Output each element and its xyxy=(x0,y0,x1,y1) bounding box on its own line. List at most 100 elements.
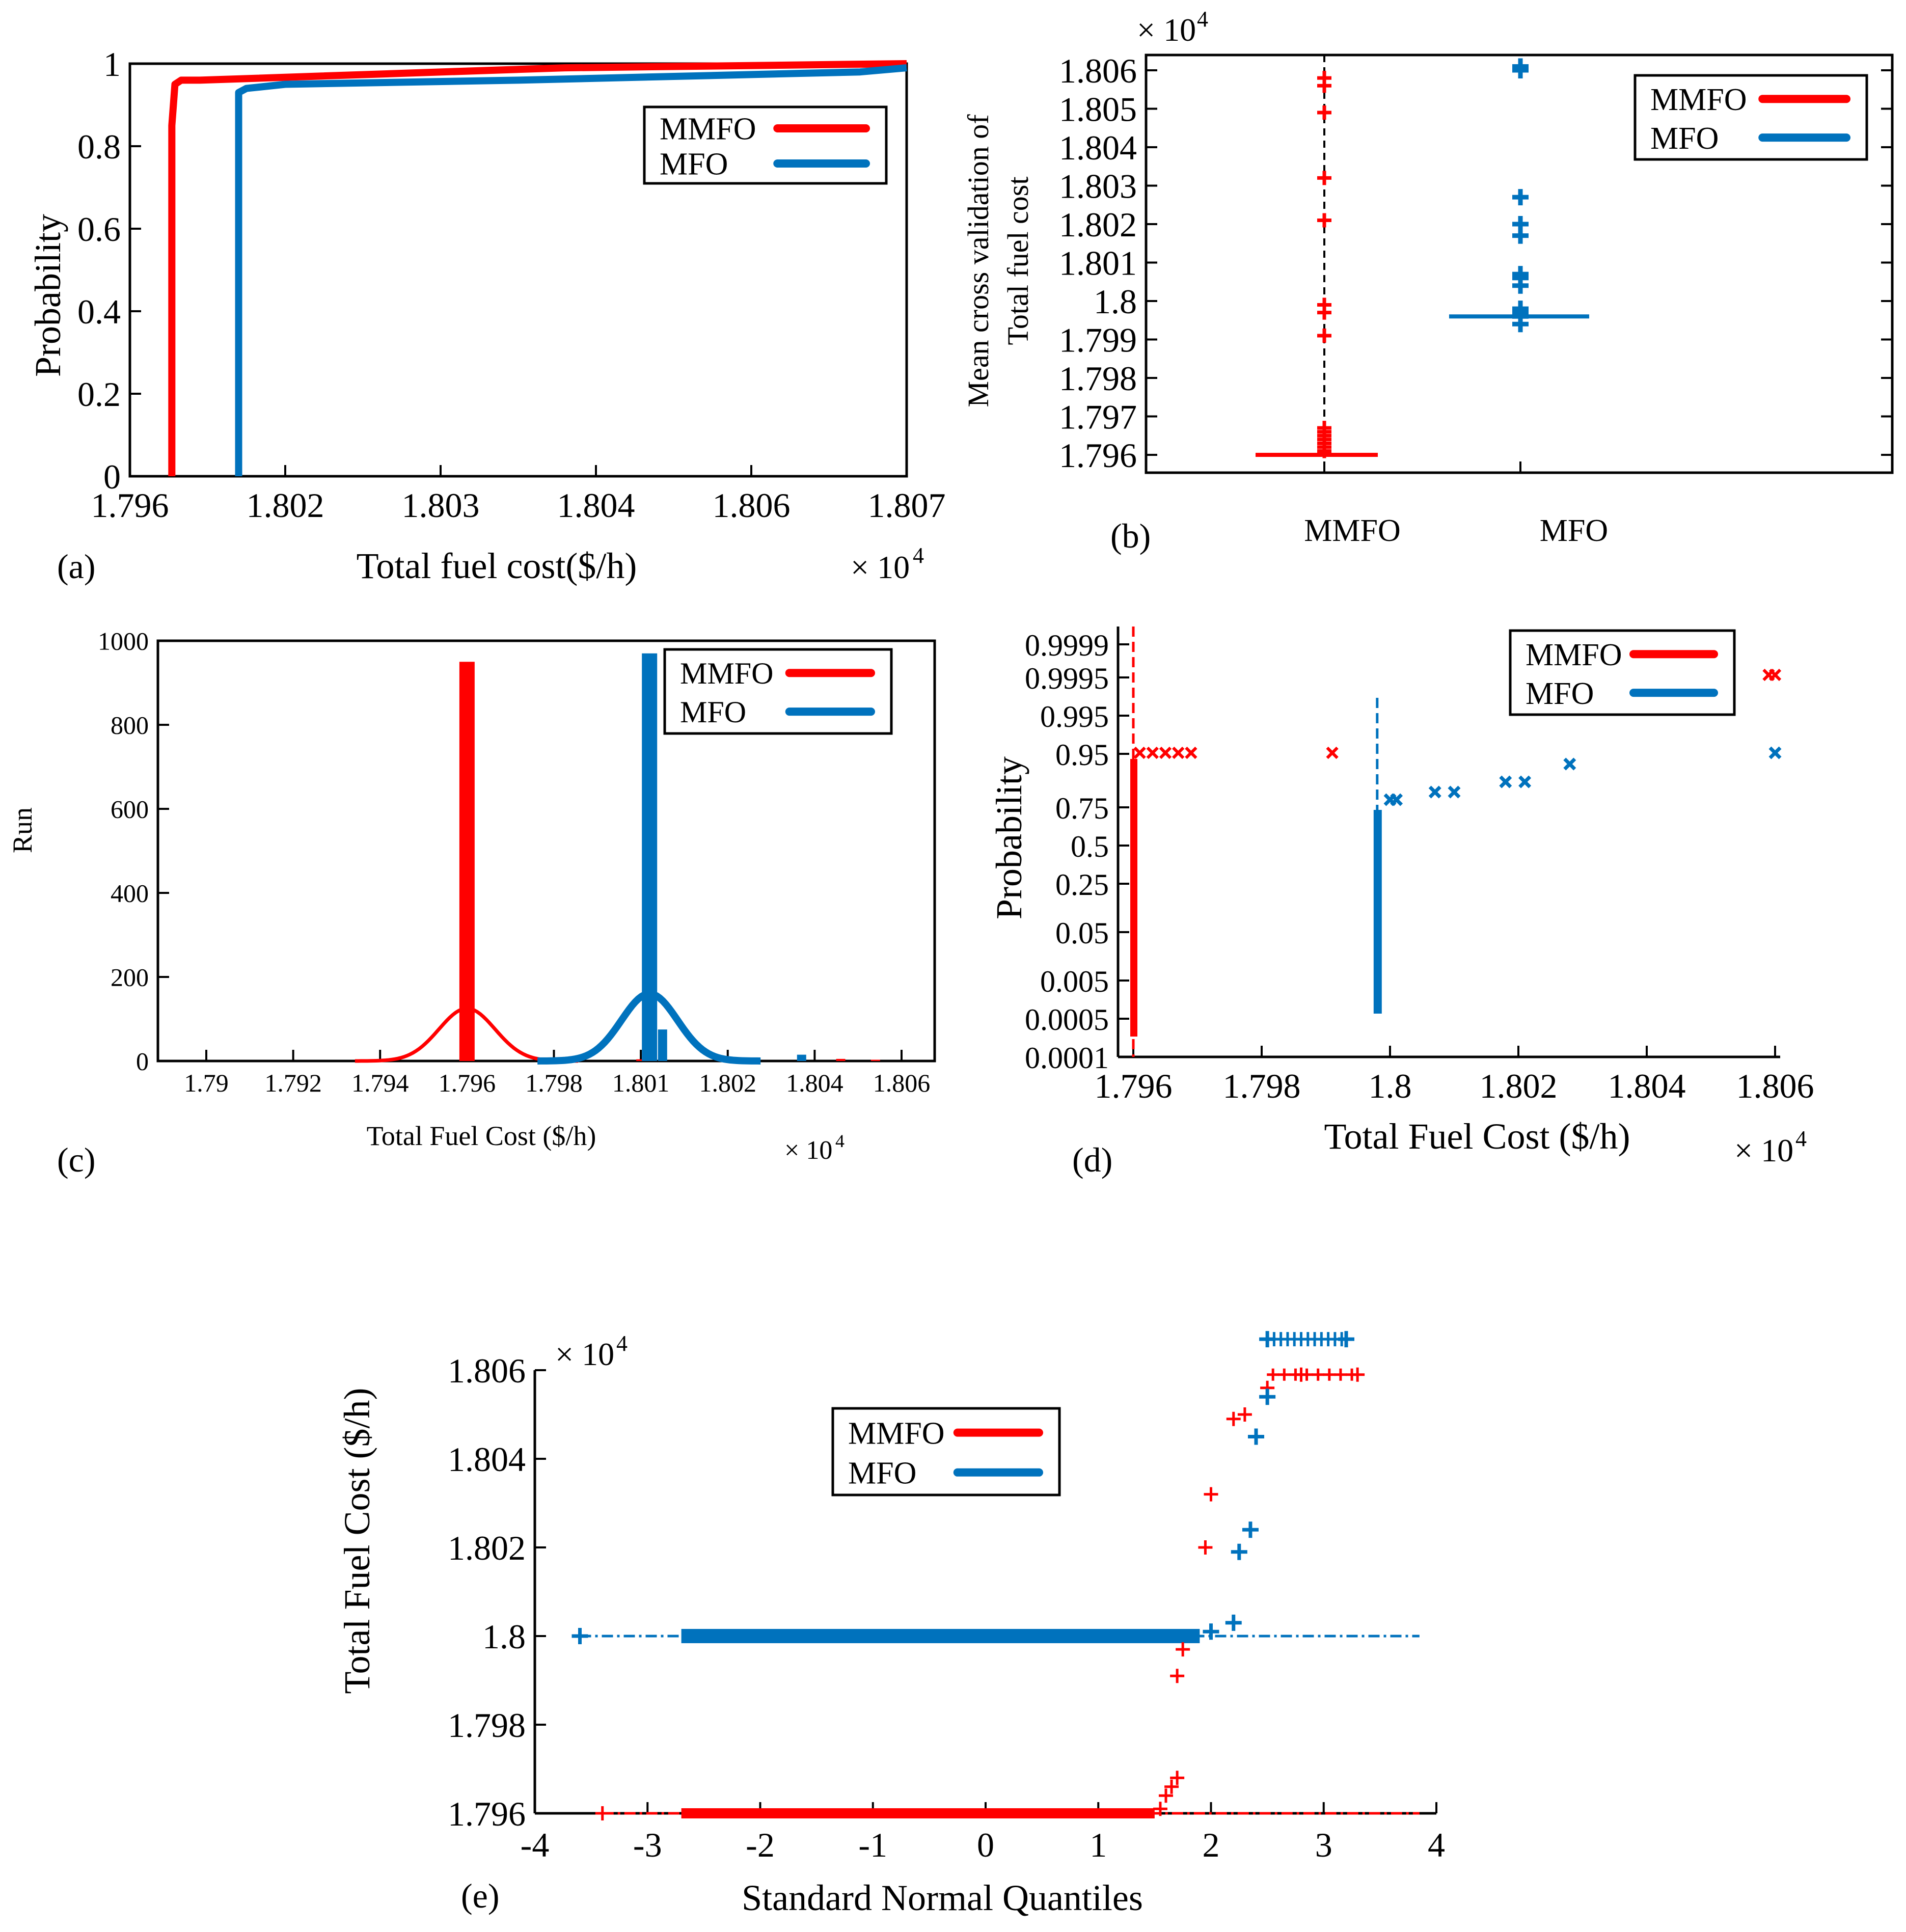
x-tick-label-c: 1.804 xyxy=(786,1069,843,1097)
legend-label-mmfo-d: MMFO xyxy=(1526,638,1622,672)
y-tick-label-b: 1.802 xyxy=(1059,205,1137,244)
qq-point-mfo xyxy=(1242,1521,1259,1538)
x-tick-label-e: 2 xyxy=(1203,1826,1220,1864)
outlier-mmfo xyxy=(1317,297,1331,312)
qq-point-mmfo xyxy=(1312,1368,1324,1381)
outlier-mfo xyxy=(1512,301,1529,317)
y-tick-label-e: 1.796 xyxy=(448,1794,526,1833)
x-tick-label-b: MFO xyxy=(1540,513,1608,548)
qq-point-mmfo xyxy=(1237,1407,1252,1422)
x-tick-label-e: -2 xyxy=(746,1826,775,1864)
legend-label-mfo-c: MFO xyxy=(680,695,746,729)
x-tick-label-d: 1.806 xyxy=(1736,1067,1814,1105)
panel-a-cdf-chart: 1.796 1.802 1.803 1.804 1.806 1.807 0 0.2 0.4 0.6… xyxy=(77,45,946,525)
panel-a-x-exponent: × 10 4 xyxy=(851,543,924,585)
qq-point-mmfo xyxy=(1164,1779,1179,1794)
y-tick-label-e: 1.804 xyxy=(448,1440,526,1479)
y-tick-label-b: 1.806 xyxy=(1059,51,1137,90)
panel-e-ylabel: Total Fuel Cost ($/h) xyxy=(337,1388,377,1694)
y-tick-label-c: 600 xyxy=(111,795,149,824)
probability-point-mfo xyxy=(1428,785,1441,799)
qq-point-mmfo xyxy=(1170,1771,1185,1785)
panel-a-x-exponent-power: 4 xyxy=(913,543,924,568)
panel-b-ylabel-line1: Mean cross validation of xyxy=(962,114,995,407)
qq-point-mmfo xyxy=(1159,1788,1173,1803)
y-tick-label-e: 1.806 xyxy=(448,1351,526,1390)
probability-point-mfo xyxy=(1518,775,1532,788)
probability-point-mmfo xyxy=(1185,746,1197,759)
panel-e-y-exponent: × 10 4 xyxy=(555,1331,628,1372)
qq-point-mmfo xyxy=(1267,1368,1279,1381)
legend-label-mmfo-a: MMFO xyxy=(660,112,756,147)
x-tick-label-d: 1.802 xyxy=(1480,1067,1558,1105)
panel-d-label: (d) xyxy=(1072,1140,1112,1179)
qq-point-mmfo xyxy=(1278,1368,1291,1381)
qq-point-mfo xyxy=(571,1628,588,1644)
qq-point-mmfo xyxy=(1300,1368,1313,1381)
panel-e-qq-plot: -4 -3 -2 -1 0 1 2 3 4 1.796 1.798 1.8 1.802 1.804 1.80… xyxy=(448,1331,1445,1864)
outlier-mfo xyxy=(1512,189,1529,206)
y-tick-label-d: 0.005 xyxy=(1040,965,1109,998)
x-tick-label-c: 1.798 xyxy=(525,1069,583,1097)
y-tick-label-e: 1.8 xyxy=(482,1617,526,1656)
y-tick-label-c: 1000 xyxy=(98,627,149,656)
y-tick-label-d: 0.995 xyxy=(1040,700,1109,733)
probability-point-mmfo xyxy=(1133,746,1146,759)
qq-point-mfo xyxy=(1248,1428,1264,1445)
qq-point-mmfo xyxy=(1226,1411,1241,1426)
probability-point-mfo xyxy=(1390,793,1403,806)
qq-point-mfo xyxy=(1259,1389,1276,1405)
y-tick-label-a: 0.2 xyxy=(77,375,121,414)
panel-b-box-chart: 1.7961.7971.7981.7991.81.8011.8021.8031.… xyxy=(1059,51,1894,548)
y-tick-label-d: 0.95 xyxy=(1055,738,1109,772)
qq-point-mmfo xyxy=(1334,1368,1347,1381)
x-tick-label-c: 1.794 xyxy=(351,1069,409,1097)
y-tick-label-b: 1.801 xyxy=(1059,244,1137,283)
panel-d-x-exponent-base: × 10 xyxy=(1734,1132,1793,1168)
x-tick-label-a: 1.802 xyxy=(247,486,324,525)
qq-point-mmfo xyxy=(1323,1368,1336,1381)
qq-points-band-mmfo xyxy=(681,1808,1155,1818)
y-tick-label-c: 800 xyxy=(111,711,149,740)
y-tick-label-d: 0.75 xyxy=(1055,792,1109,825)
panel-b-ylabel-line2: Total fuel cost xyxy=(1001,177,1034,345)
probability-point-mmfo xyxy=(1172,746,1185,759)
panel-c-ylabel: Run xyxy=(7,807,38,853)
panel-c-x-exponent: × 10 4 xyxy=(784,1131,845,1165)
qq-point-mmfo xyxy=(1198,1540,1213,1555)
x-tick-label-e: 3 xyxy=(1315,1826,1332,1864)
x-tick-label-e: -3 xyxy=(633,1826,662,1864)
legend-label-mfo-d: MFO xyxy=(1526,676,1594,711)
y-tick-label-b: 1.803 xyxy=(1059,167,1137,206)
y-tick-label-d: 0.9995 xyxy=(1025,662,1109,695)
x-tick-label-c: 1.801 xyxy=(612,1069,670,1097)
y-tick-label-a: 0.4 xyxy=(77,292,121,331)
probability-point-mfo xyxy=(1563,757,1576,771)
panel-a-label: (a) xyxy=(57,547,95,586)
fit-curve-mfo xyxy=(537,990,761,1065)
panel-b-label: (b) xyxy=(1110,516,1151,555)
outlier-mmfo xyxy=(1317,213,1331,228)
qq-points-band-mfo xyxy=(681,1629,1200,1643)
legend-label-mmfo-c: MMFO xyxy=(680,657,773,690)
x-tick-label-a: 1.807 xyxy=(868,486,946,525)
histogram-bar-mfo xyxy=(797,1054,806,1061)
outlier-mfo xyxy=(1512,266,1529,283)
histogram-bar-mmfo xyxy=(459,662,475,1061)
x-tick-label-d: 1.804 xyxy=(1608,1067,1686,1105)
outlier-mmfo xyxy=(1317,105,1331,120)
histogram-bar-mfo xyxy=(658,1029,667,1061)
y-tick-label-c: 200 xyxy=(111,963,149,992)
panel-d-xlabel: Total Fuel Cost ($/h) xyxy=(1324,1116,1630,1157)
panel-e-xlabel: Standard Normal Quantiles xyxy=(742,1877,1143,1918)
outlier-mmfo xyxy=(1317,328,1331,343)
y-tick-label-b: 1.797 xyxy=(1059,398,1137,437)
probability-point-mmfo xyxy=(1159,746,1172,759)
x-tick-label-c: 1.792 xyxy=(264,1069,322,1097)
panel-c-x-exponent-power: 4 xyxy=(835,1131,845,1151)
panel-c-label: (c) xyxy=(57,1140,95,1179)
cdf-line-mmfo xyxy=(168,60,907,476)
probability-points-mfo xyxy=(1373,810,1382,1014)
qq-point-mfo xyxy=(1203,1623,1219,1640)
plot-frame-b xyxy=(1145,53,1894,474)
